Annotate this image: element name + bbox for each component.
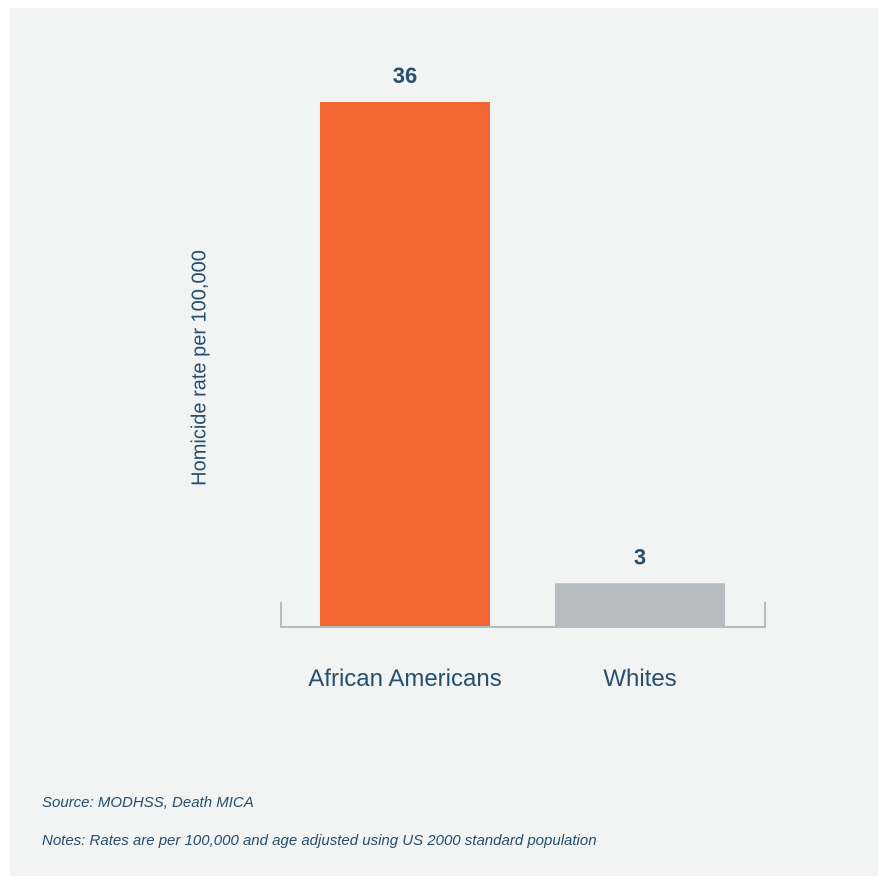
data-label: 36 <box>393 63 417 88</box>
labels-group: 36 African Americans 3 Whites <box>308 63 676 692</box>
y-axis-label: Homicide rate per 100,000 <box>188 250 210 486</box>
bar-african-americans <box>320 102 490 627</box>
notes-text: Notes: Rates are per 100,000 and age adj… <box>42 832 597 849</box>
category-label: African Americans <box>308 665 501 692</box>
bars-group <box>320 102 725 627</box>
source-note: Source: MODHSS, Death MICA <box>42 794 254 811</box>
data-label: 3 <box>634 544 646 569</box>
category-label: Whites <box>603 665 676 692</box>
x-axis-baseline <box>280 602 766 628</box>
bar-whites <box>555 583 725 627</box>
